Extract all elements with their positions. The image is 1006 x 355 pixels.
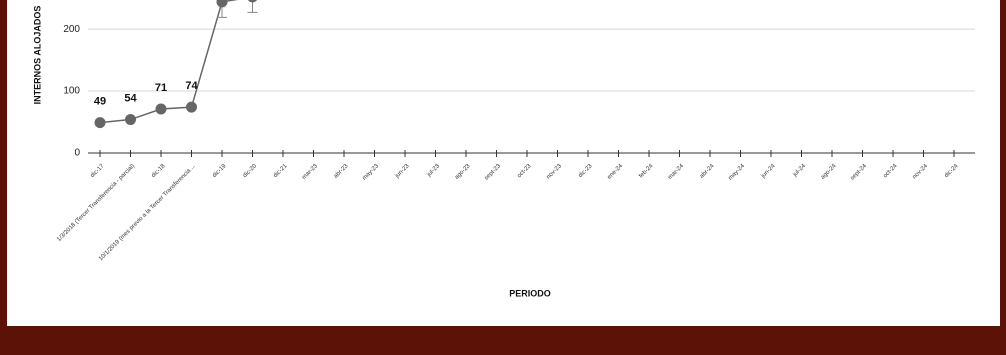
y-axis-label: INTERNOS ALOJADOS (32, 6, 42, 105)
data-point (125, 114, 136, 126)
x-tick-label: oct-23 (516, 163, 533, 180)
x-tick-label: jun-23 (394, 163, 411, 180)
error-bar (247, 0, 258, 13)
x-tick-label: abr-24 (699, 163, 716, 180)
x-tick-label: nov-23 (546, 163, 564, 181)
x-tick-label: sept-24 (850, 163, 869, 182)
x-axis-label: PERIODO (509, 288, 551, 298)
data-label: 71 (155, 82, 167, 94)
x-tick-label: ago-24 (820, 163, 838, 181)
x-tick-label: dic-21 (273, 163, 289, 179)
x-tick-label: jul-24 (792, 163, 808, 179)
x-tick-label: dic-20 (242, 163, 258, 179)
x-tick-label: feb-24 (638, 163, 655, 180)
data-point (247, 0, 258, 3)
chart: INTERNOS ALOJADOS PERIODO 0 100 200 dic-171… (32, 0, 975, 298)
x-tick-label: 10/1/2019 (mes previo a la Tercer Transf… (98, 163, 197, 262)
x-tick-label: dic-17 (90, 163, 106, 179)
x-tick-label: ago-23 (454, 163, 472, 181)
data-point (155, 103, 167, 115)
x-tick-label: oct-24 (882, 163, 899, 180)
chart-panel (7, 0, 1000, 326)
x-tick-label: nov-24 (912, 163, 930, 181)
data-line (99, 0, 239, 124)
y-tick-label: 100 (63, 86, 80, 97)
x-tick-label: dic-19 (212, 163, 228, 179)
x-tick-label: mar-24 (667, 163, 685, 181)
data-point (216, 0, 228, 8)
x-tick-label: ene-24 (607, 163, 625, 181)
x-tick-label: dic-18 (151, 163, 167, 179)
x-tick-label: dic-23 (578, 163, 594, 179)
x-tick-label: dic-24 (944, 163, 960, 179)
data-point (94, 117, 106, 129)
x-tick-label: abr-23 (333, 163, 350, 180)
y-tick-label: 200 (63, 24, 80, 35)
x-tick-label: may-23 (362, 163, 381, 182)
x-tick-label: jun-24 (760, 163, 777, 180)
x-tick-label: mar-23 (301, 163, 319, 181)
y-tick-label: 0 (74, 148, 80, 159)
data-point (186, 101, 197, 113)
data-label: 54 (124, 92, 137, 104)
x-tick-label: jul-23 (426, 163, 442, 179)
x-tick-label: sept-23 (484, 163, 503, 182)
data-label: 49 (94, 96, 106, 108)
data-label: 74 (185, 80, 198, 92)
x-tick-label: may-24 (728, 163, 747, 182)
